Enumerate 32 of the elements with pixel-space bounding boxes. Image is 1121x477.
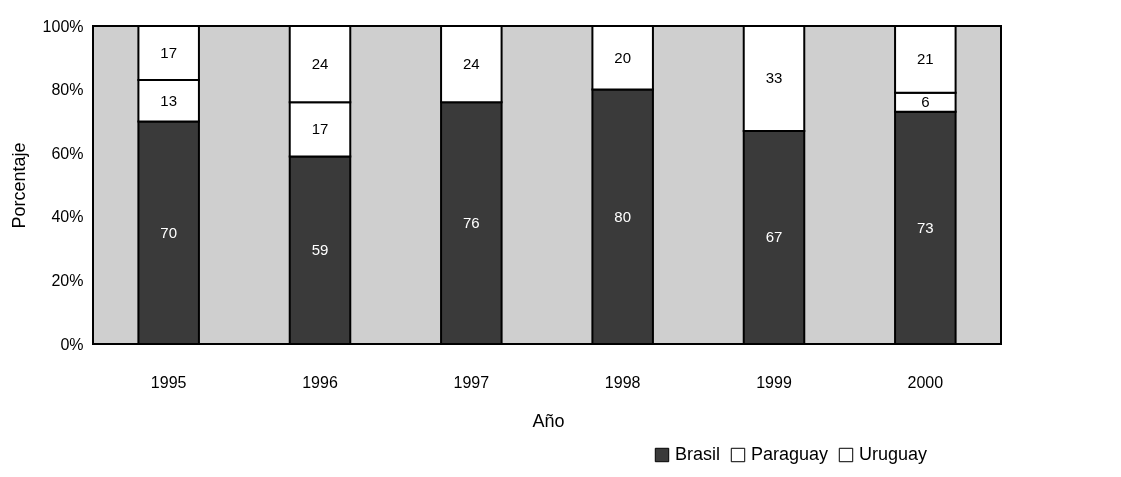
x-tick-label: 2000 [907, 373, 944, 391]
x-axis-title: Año [532, 410, 565, 431]
y-tick-label: 100% [42, 17, 84, 35]
y-tick-label: 60% [51, 144, 84, 162]
legend-label: Uruguay [859, 444, 928, 464]
data-label: 13 [160, 91, 178, 109]
y-tick-label: 80% [51, 81, 84, 99]
x-tick-label: 1997 [453, 373, 490, 391]
data-label: 59 [311, 241, 329, 259]
data-label: 24 [462, 55, 480, 73]
data-label: 80 [614, 207, 632, 225]
data-label: 6 [921, 93, 930, 111]
data-label: 20 [614, 48, 632, 66]
x-tick-label: 1996 [302, 373, 338, 391]
data-label: 17 [160, 44, 178, 62]
x-tick-label: 1998 [604, 373, 641, 391]
y-axis-title: Porcentaje [8, 142, 29, 229]
legend-label: Paraguay [751, 444, 829, 464]
x-tick-label: 1999 [756, 373, 792, 391]
y-tick-label: 20% [51, 271, 84, 289]
data-label: 33 [765, 69, 783, 87]
data-label: 70 [160, 223, 178, 241]
data-label: 73 [916, 218, 934, 236]
y-tick-label: 0% [60, 335, 84, 353]
data-label: 17 [311, 120, 329, 138]
y-tick-label: 40% [51, 208, 84, 226]
data-label: 67 [765, 228, 783, 246]
data-label: 21 [916, 50, 934, 68]
legend-label: Brasil [675, 444, 721, 464]
x-tick-label: 1995 [150, 373, 187, 391]
data-label: 24 [311, 55, 329, 73]
data-label: 76 [462, 214, 480, 232]
